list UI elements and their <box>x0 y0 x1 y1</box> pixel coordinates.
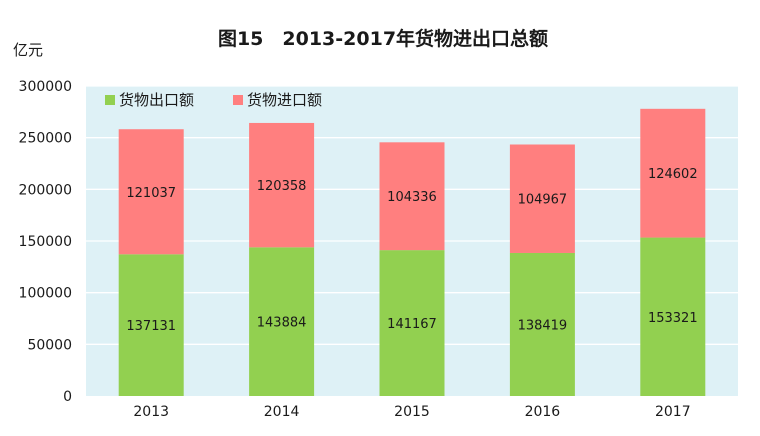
x-tick-label: 2016 <box>525 404 561 420</box>
bar-import <box>379 142 445 251</box>
y-tick-label: 250000 <box>19 131 72 147</box>
data-label: 120358 <box>257 179 307 194</box>
y-tick-label: 50000 <box>27 337 72 353</box>
data-label: 121037 <box>126 186 176 201</box>
x-tick-label: 2015 <box>394 404 430 420</box>
legend: 货物出口额 货物进口额 <box>105 91 322 109</box>
y-axis-ticks: 0 50000 100000 150000 200000 250000 300000 <box>19 79 72 405</box>
data-label: 104967 <box>518 193 568 208</box>
x-axis-ticks: 2013 2014 2015 2016 2017 <box>133 404 690 420</box>
y-tick-label: 0 <box>63 389 72 405</box>
bar-import <box>249 122 315 248</box>
bar-export <box>379 250 445 396</box>
data-label: 124602 <box>648 167 698 182</box>
bar-export <box>249 247 315 396</box>
legend-swatch-export <box>105 95 115 105</box>
legend-label-import: 货物进口额 <box>247 91 322 109</box>
bar-export <box>118 254 184 396</box>
data-labels: 137131 121037 143884 120358 141167 104336 1384… <box>126 167 697 334</box>
y-tick-label: 200000 <box>19 182 72 198</box>
chart-title: 图15 2013-2017年货物进出口总额 <box>218 27 548 50</box>
y-tick-label: 300000 <box>19 79 72 95</box>
y-axis-unit-label: 亿元 <box>13 41 43 59</box>
bar-export <box>509 252 575 396</box>
x-tick-label: 2013 <box>133 404 169 420</box>
bar-import <box>640 108 706 238</box>
bar-import <box>509 144 575 253</box>
data-label: 104336 <box>387 190 437 205</box>
data-label: 141167 <box>387 317 437 332</box>
data-label: 137131 <box>126 319 176 334</box>
data-label: 153321 <box>648 311 698 326</box>
data-label: 143884 <box>257 316 307 331</box>
bar-import <box>118 129 184 255</box>
bar-export <box>640 237 706 396</box>
legend-label-export: 货物出口额 <box>119 91 194 109</box>
bars <box>118 108 706 396</box>
y-tick-label: 100000 <box>19 286 72 302</box>
legend-swatch-import <box>233 95 243 105</box>
x-tick-label: 2014 <box>264 404 300 420</box>
y-tick-label: 150000 <box>19 234 72 250</box>
x-tick-label: 2017 <box>655 404 691 420</box>
data-label: 138419 <box>518 318 568 333</box>
